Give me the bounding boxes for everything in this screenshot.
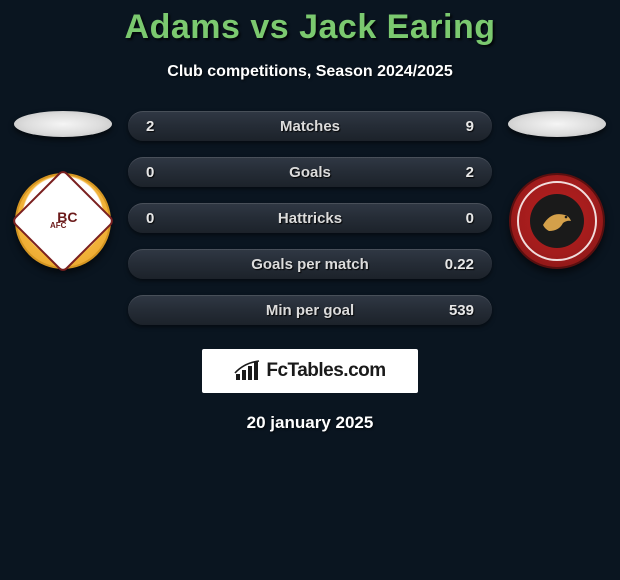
stat-right-value: 0.22 bbox=[434, 256, 474, 273]
stats-column: 2 Matches 9 0 Goals 2 0 Hattricks 0 Goal… bbox=[128, 111, 492, 325]
stat-left-value: 0 bbox=[146, 210, 186, 227]
page-title: Adams vs Jack Earing bbox=[0, 0, 620, 47]
stat-row-matches: 2 Matches 9 bbox=[128, 111, 492, 141]
stat-row-hattricks: 0 Hattricks 0 bbox=[128, 203, 492, 233]
bar-chart-icon bbox=[234, 360, 260, 382]
comparison-row: BC AFC 2 Matches 9 0 Goals 2 0 Hattricks… bbox=[0, 111, 620, 325]
left-club-badge-sub: AFC bbox=[50, 222, 66, 230]
date-text: 20 january 2025 bbox=[0, 413, 620, 433]
stat-left-value: 2 bbox=[146, 118, 186, 135]
stat-row-min-per-goal: Min per goal 539 bbox=[128, 295, 492, 325]
brand-text: FcTables.com bbox=[266, 360, 385, 382]
stat-label: Matches bbox=[280, 118, 340, 135]
stat-label: Hattricks bbox=[278, 210, 342, 227]
stat-label: Min per goal bbox=[266, 302, 354, 319]
left-player-avatar bbox=[14, 111, 112, 137]
left-player-col: BC AFC bbox=[8, 111, 118, 269]
right-player-avatar bbox=[508, 111, 606, 137]
brand-box: FcTables.com bbox=[202, 349, 418, 393]
right-club-badge bbox=[509, 173, 605, 269]
stat-right-value: 9 bbox=[434, 118, 474, 135]
left-club-badge: BC AFC bbox=[15, 173, 111, 269]
stat-left-value: 0 bbox=[146, 164, 186, 181]
stat-row-goals: 0 Goals 2 bbox=[128, 157, 492, 187]
right-player-col bbox=[502, 111, 612, 269]
stat-label: Goals bbox=[289, 164, 331, 181]
subtitle: Club competitions, Season 2024/2025 bbox=[0, 63, 620, 81]
stat-right-value: 539 bbox=[434, 302, 474, 319]
stat-right-value: 2 bbox=[434, 164, 474, 181]
stat-row-goals-per-match: Goals per match 0.22 bbox=[128, 249, 492, 279]
stat-right-value: 0 bbox=[434, 210, 474, 227]
stat-label: Goals per match bbox=[251, 256, 369, 273]
